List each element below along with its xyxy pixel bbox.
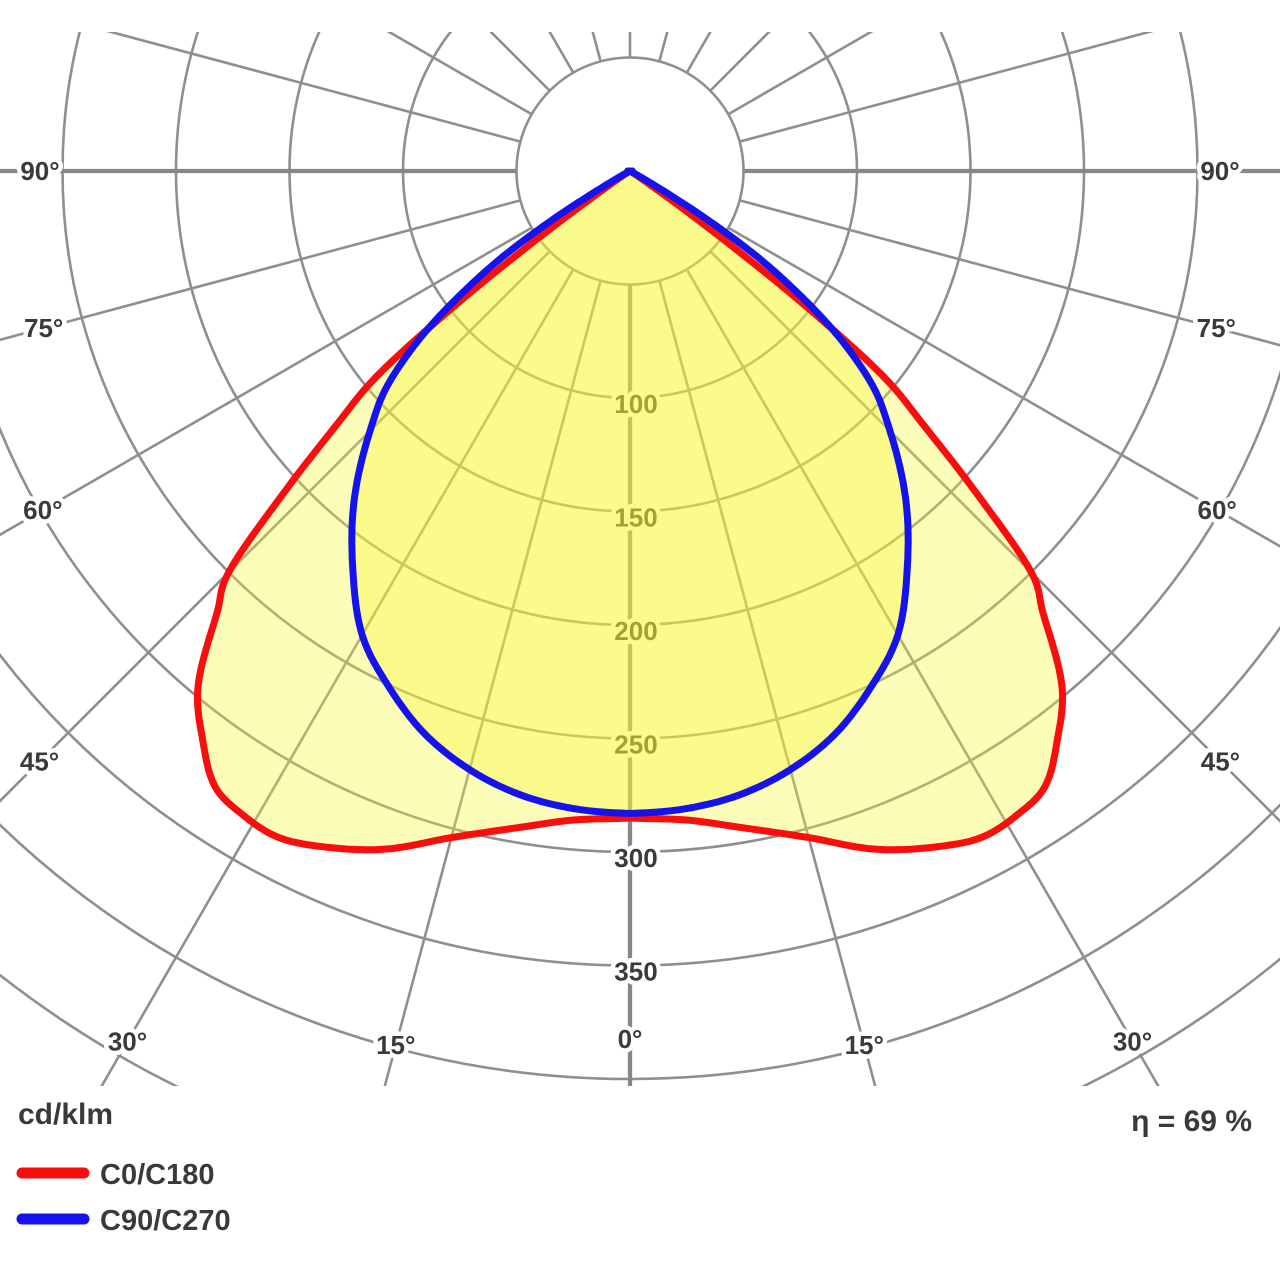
grid-ray-255 <box>106 32 521 143</box>
legend-label-c0-c180: C0/C180 <box>100 1159 214 1191</box>
grid-ray-315 <box>0 250 551 803</box>
unit-label: cd/klm <box>18 1098 113 1131</box>
grid-ray-105 <box>739 32 1154 143</box>
angle-label-left-90: 90° <box>20 156 59 186</box>
angle-label-right-75: 75° <box>1197 313 1236 343</box>
legend-label-c90-c270: C90/C270 <box>100 1205 231 1237</box>
intensity-curves <box>194 167 1066 854</box>
curve-c0-c180 <box>194 167 1066 854</box>
angle-label-left-15: 15° <box>376 1030 415 1060</box>
angle-label-left-45: 45° <box>20 746 59 776</box>
angle-label-0: 0° <box>618 1024 643 1054</box>
angle-label-left-30: 30° <box>108 1026 147 1056</box>
efficiency-label: η = 69 % <box>1131 1105 1252 1138</box>
angle-label-right-45: 45° <box>1201 746 1240 776</box>
ring-label-100: 100 <box>614 389 657 419</box>
angle-label-right-60: 60° <box>1198 495 1237 525</box>
ring-label-350: 350 <box>614 957 657 987</box>
grid-ray-300 <box>0 226 533 537</box>
ring-label-250: 250 <box>614 730 657 760</box>
angle-label-right-30: 30° <box>1113 1026 1152 1056</box>
grid-ray-15 <box>658 280 877 1086</box>
angle-label-right-90: 90° <box>1200 156 1239 186</box>
grid-ray-30 <box>685 268 1160 1086</box>
grid-ray-45 <box>709 250 1280 823</box>
grid-ray-75 <box>739 199 1280 347</box>
angle-label-right-15: 15° <box>845 1030 884 1060</box>
angle-tick-labels: 0° 15° 15° 30° 30° 45° 45° 60° 60° 75° 75° 90° 90° <box>15 152 1244 1065</box>
angle-label-left-75: 75° <box>24 313 63 343</box>
ring-label-200: 200 <box>614 616 657 646</box>
angle-label-left-60: 60° <box>23 495 62 525</box>
fill-c0-c180 <box>197 171 1063 850</box>
curve-c90-c270 <box>348 167 912 817</box>
grid-ray-60 <box>727 226 1280 548</box>
grid-ray-345 <box>383 280 602 1086</box>
legend: C0/C180 C90/C270 <box>16 1159 231 1237</box>
grid-ray-330 <box>100 268 575 1086</box>
ring-label-300: 300 <box>614 843 657 873</box>
grid-ray-285 <box>0 199 521 342</box>
ring-value-labels: 100 150 200 250 300 350 <box>610 385 662 992</box>
fill-c90-c270 <box>351 171 909 814</box>
ring-label-150: 150 <box>614 503 657 533</box>
